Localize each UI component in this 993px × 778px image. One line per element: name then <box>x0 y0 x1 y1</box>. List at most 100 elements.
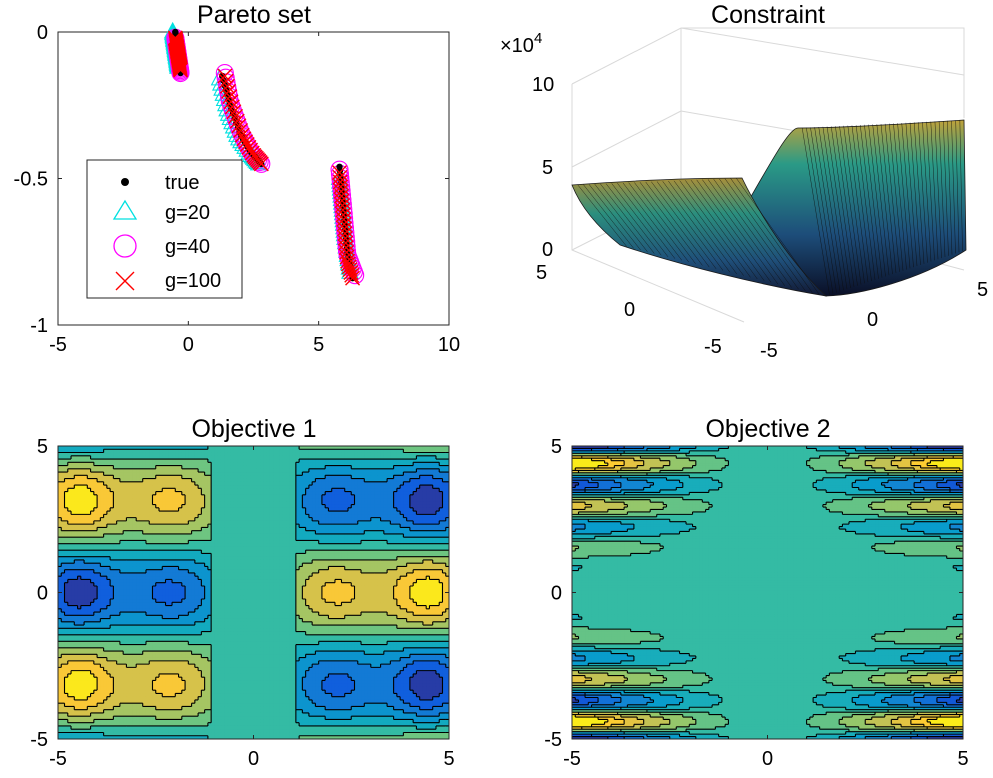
contour-cell <box>400 517 404 522</box>
contour-cell <box>194 517 199 522</box>
contour-cell <box>61 459 66 463</box>
contour-cell <box>93 452 98 457</box>
contour-cell <box>90 462 95 467</box>
contour-cell <box>315 501 320 506</box>
contour-cell <box>93 485 98 489</box>
contour-cell <box>126 485 131 489</box>
contour-cell <box>253 481 258 486</box>
contour-cell <box>338 468 343 473</box>
contour-cell <box>185 530 189 535</box>
contour-cell <box>67 465 72 470</box>
contour-cell <box>233 504 238 509</box>
contour-cell <box>260 511 264 515</box>
contour-cell <box>305 491 310 496</box>
contour-cell <box>181 475 186 480</box>
contour-cell <box>312 530 317 535</box>
contour-cell <box>123 481 128 486</box>
contour-cell <box>328 491 333 496</box>
contour-cell <box>123 524 128 528</box>
contour-cell <box>429 481 434 486</box>
contour-cell <box>185 459 189 463</box>
contour-cell <box>422 527 427 532</box>
contour-cell <box>71 533 75 538</box>
contour-cell <box>90 507 95 512</box>
contour-cell <box>312 455 317 460</box>
contour-cell <box>269 498 274 502</box>
contour-cell <box>80 524 85 528</box>
contour-cell <box>74 455 79 460</box>
contour-cell <box>383 446 388 450</box>
contour-cell <box>201 465 206 470</box>
contour-cell <box>312 459 317 463</box>
contour-cell <box>67 478 72 483</box>
contour-cell <box>90 514 95 519</box>
contour-cell <box>315 527 320 532</box>
contour-cell <box>123 462 128 467</box>
contour-cell <box>175 449 180 454</box>
contour-cell <box>74 485 79 489</box>
contour-cell <box>243 504 248 509</box>
contour-cell <box>246 465 251 470</box>
contour-cell <box>361 485 365 489</box>
contour-cell <box>142 475 147 480</box>
contour-cell <box>159 488 163 493</box>
contour-cell <box>422 488 427 493</box>
contour-cell <box>390 452 395 457</box>
contour-cell <box>152 478 157 483</box>
contour-cell <box>325 468 330 473</box>
contour-cell <box>214 504 219 509</box>
contour-cell <box>308 475 313 480</box>
contour-cell <box>269 511 274 515</box>
contour-cell <box>123 501 128 506</box>
contour-cell <box>295 504 300 509</box>
contour-cell <box>149 517 154 522</box>
contour-cell <box>282 527 287 532</box>
contour-cell <box>110 488 114 493</box>
contour-cell <box>93 514 98 519</box>
contour-cell <box>263 478 268 483</box>
contour-cell <box>321 488 326 493</box>
contour-cell <box>334 491 339 496</box>
g100-point <box>253 156 269 172</box>
contour-cell <box>198 468 202 473</box>
contour-cell <box>58 478 62 483</box>
contour-cell <box>445 462 449 467</box>
contour-cell <box>341 488 346 493</box>
contour-cell <box>132 468 137 473</box>
contour-cell <box>237 462 242 467</box>
contour-cell <box>260 488 264 493</box>
contour-cell <box>442 517 447 522</box>
contour-cell <box>155 488 160 493</box>
contour-cell <box>93 481 98 486</box>
contour-cell <box>168 504 173 509</box>
contour-cell <box>266 520 271 525</box>
contour-cell <box>266 472 271 476</box>
contour-cell <box>429 488 434 493</box>
contour-cell <box>282 501 287 506</box>
contour-cell <box>132 501 137 506</box>
contour-cell <box>211 452 215 457</box>
contour-cell <box>90 530 95 535</box>
contour-cell <box>387 472 391 476</box>
contour-cell <box>426 475 431 480</box>
g100-point <box>218 73 234 89</box>
contour-cell <box>162 488 167 493</box>
contour-cell <box>129 446 134 450</box>
contour-cell <box>439 514 444 519</box>
contour-cell <box>409 465 414 470</box>
contour-cell <box>435 449 440 454</box>
contour-cell <box>435 520 440 525</box>
contour-cell <box>305 501 310 506</box>
contour-cell <box>224 498 229 502</box>
contour-cell <box>185 452 189 457</box>
contour-cell <box>393 501 398 506</box>
contour-cell <box>90 520 95 525</box>
contour-cell <box>233 455 238 460</box>
mesh-line <box>814 127 841 292</box>
contour-cell <box>84 475 88 480</box>
contour-cell <box>159 530 163 535</box>
contour-cell <box>292 462 297 467</box>
contour-cell <box>178 491 183 496</box>
contour-cell <box>175 533 180 538</box>
contour-cell <box>334 530 339 535</box>
